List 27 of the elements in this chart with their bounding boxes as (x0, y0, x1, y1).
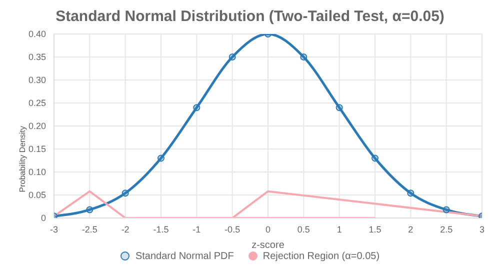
y-tick-label: 0 (40, 213, 46, 224)
y-tick-label: 0.10 (28, 167, 46, 178)
y-tick-label: 0.05 (28, 190, 46, 200)
x-tick-label: -1 (192, 224, 201, 234)
x-tick-label: 2 (408, 224, 414, 234)
x-axis-title: z-score (252, 240, 285, 251)
legend-label: Rejection Region (α=0.05) (262, 250, 380, 262)
y-tick-label: 0.40 (28, 29, 46, 40)
legend-label: Standard Normal PDF (135, 250, 234, 262)
x-tick-label: 2.5 (440, 224, 453, 234)
y-axis-title: Probability Density (18, 126, 27, 192)
x-tick-label: 1 (336, 224, 342, 234)
x-tick-label: -2.5 (82, 224, 98, 234)
x-tick-label: -3 (50, 224, 58, 234)
x-tick-label: 3 (479, 224, 485, 234)
y-tick-label: 0.25 (28, 98, 46, 108)
y-tick-label: 0.35 (28, 52, 46, 62)
x-tick-label: 0.5 (297, 224, 310, 234)
y-tick-label: 0.20 (28, 121, 46, 132)
chart-title: Standard Normal Distribution (Two-Tailed Test, α=0.05) (54, 8, 446, 27)
y-tick-label: 0.30 (28, 75, 46, 86)
x-tick-label: -1.5 (153, 224, 169, 234)
x-tick-label: 0 (265, 224, 271, 234)
x-tick-label: 1.5 (368, 224, 382, 234)
x-tick-label: -2 (121, 224, 130, 234)
x-tick-label: -0.5 (224, 224, 240, 234)
y-tick-label: 0.15 (28, 144, 46, 154)
